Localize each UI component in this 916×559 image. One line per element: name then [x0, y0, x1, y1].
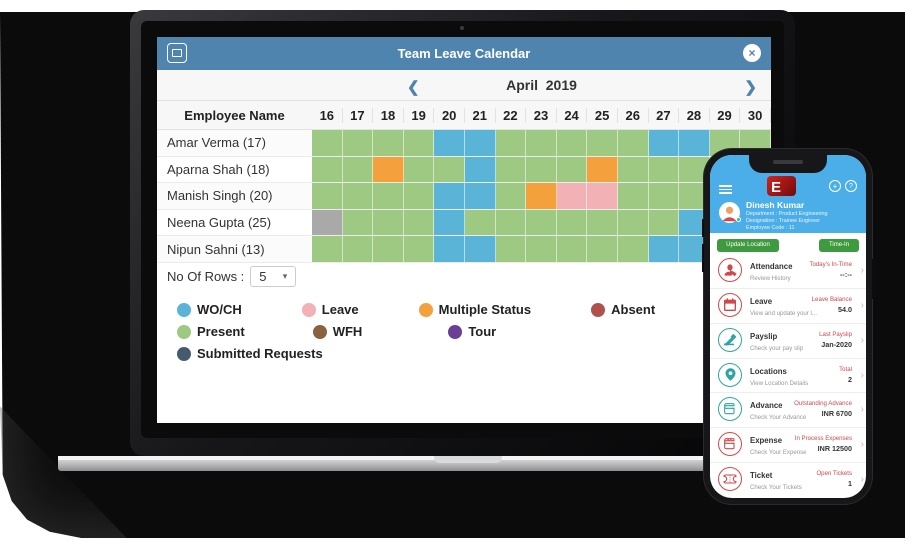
- svg-text:E: E: [771, 179, 781, 194]
